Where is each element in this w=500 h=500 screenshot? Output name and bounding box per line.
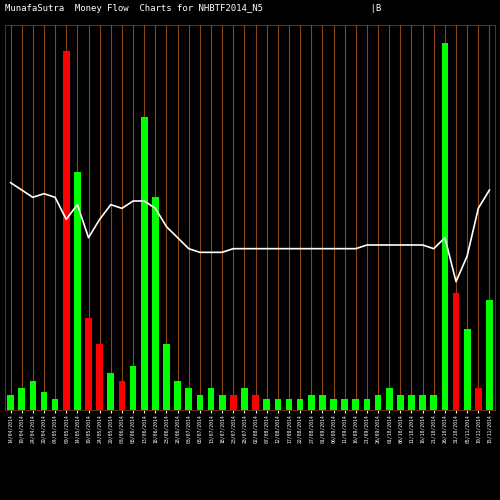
- Bar: [286, 399, 292, 410]
- Bar: [186, 388, 192, 410]
- Bar: [342, 399, 348, 410]
- Text: MunafaSutra  Money Flow  Charts for NHBTF2014_N5                    |B          : MunafaSutra Money Flow Charts for NHBTF2…: [5, 4, 500, 14]
- Bar: [196, 396, 203, 410]
- Bar: [452, 292, 460, 410]
- Bar: [152, 198, 158, 410]
- Bar: [319, 396, 326, 410]
- Bar: [486, 300, 493, 410]
- Bar: [397, 396, 404, 410]
- Bar: [330, 399, 337, 410]
- Bar: [163, 344, 170, 410]
- Bar: [430, 396, 437, 410]
- Bar: [308, 396, 314, 410]
- Bar: [108, 374, 114, 410]
- Bar: [219, 396, 226, 410]
- Bar: [52, 399, 59, 410]
- Bar: [96, 344, 103, 410]
- Bar: [141, 116, 148, 410]
- Bar: [374, 396, 382, 410]
- Bar: [118, 380, 126, 410]
- Bar: [297, 399, 304, 410]
- Bar: [63, 50, 70, 410]
- Bar: [30, 380, 36, 410]
- Bar: [208, 388, 214, 410]
- Bar: [74, 172, 80, 410]
- Bar: [174, 380, 181, 410]
- Bar: [85, 318, 92, 410]
- Bar: [475, 388, 482, 410]
- Bar: [274, 399, 281, 410]
- Bar: [7, 396, 14, 410]
- Bar: [352, 399, 359, 410]
- Bar: [18, 388, 25, 410]
- Bar: [408, 396, 415, 410]
- Bar: [230, 396, 236, 410]
- Bar: [40, 392, 48, 410]
- Bar: [364, 399, 370, 410]
- Bar: [264, 399, 270, 410]
- Bar: [386, 388, 392, 410]
- Bar: [442, 44, 448, 410]
- Bar: [130, 366, 136, 410]
- Bar: [464, 330, 470, 410]
- Bar: [420, 396, 426, 410]
- Bar: [252, 396, 259, 410]
- Bar: [241, 388, 248, 410]
